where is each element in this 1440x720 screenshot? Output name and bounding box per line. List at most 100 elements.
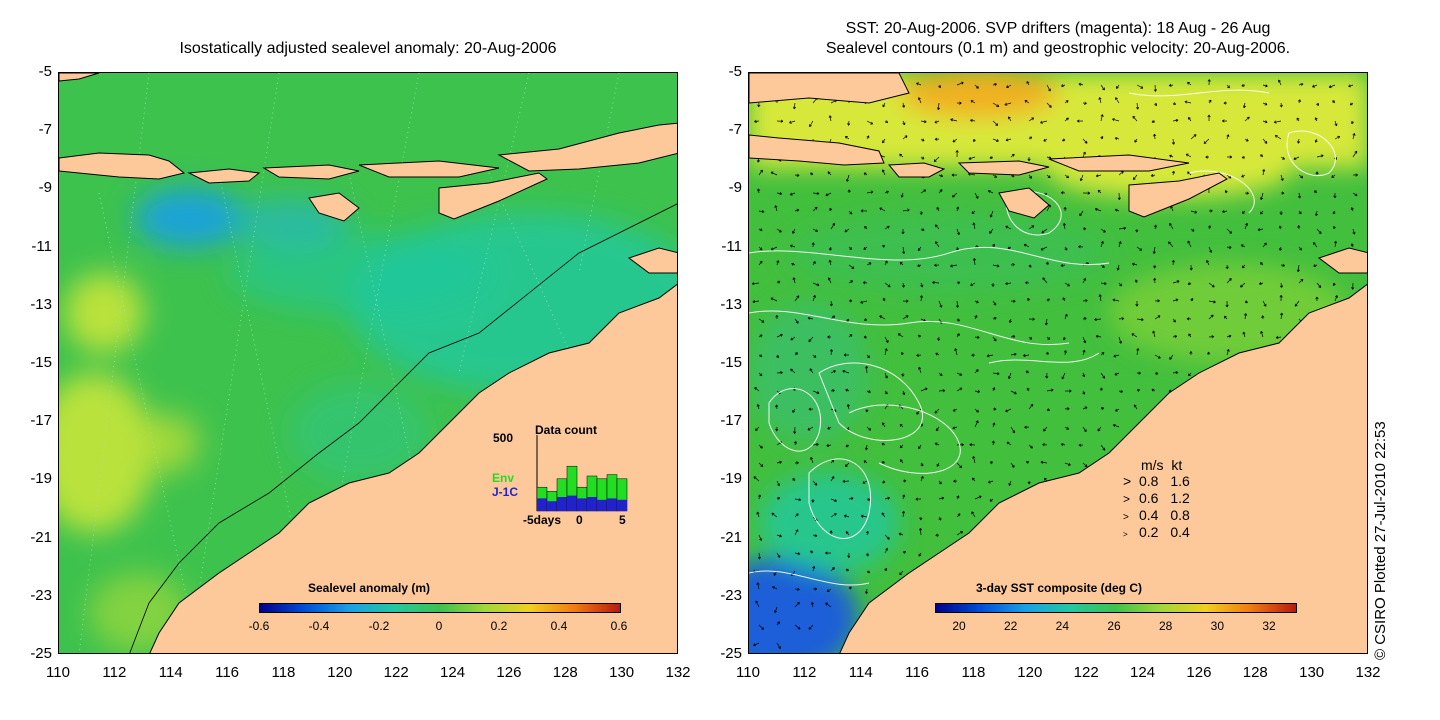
velocity-arrow: [1010, 263, 1015, 267]
right-map-title-line1: SST: 20-Aug-2006. SVP drifters (magenta)…: [845, 20, 1271, 37]
velocity-arrow: [775, 426, 779, 432]
velocity-arrow: [1315, 296, 1319, 302]
plot-credit: © CSIRO Plotted 27-Jul-2010 22:53: [1372, 421, 1389, 660]
velocity-arrow: [1007, 246, 1012, 250]
velocity-arrow: [974, 389, 981, 394]
velocity-arrow: [1082, 191, 1091, 195]
velocity-arrow: [1046, 336, 1051, 340]
velocity-arrow: [1332, 210, 1336, 215]
velocity-arrow: [1206, 260, 1210, 266]
velocity-arrow: [860, 209, 868, 213]
velocity-arrow: [1171, 138, 1176, 145]
sst-colorbar-tick: 32: [1262, 619, 1276, 633]
velocity-arrow: [756, 404, 760, 410]
velocity-arrow: [1132, 174, 1138, 180]
velocity-arrow: [1100, 282, 1107, 286]
velocity-arrow: [844, 228, 850, 233]
data-count-series-j1c: J-1C: [492, 485, 519, 499]
velocity-arrow: [919, 210, 923, 215]
velocity-arrow: [973, 138, 976, 143]
velocity-arrow: [1297, 99, 1301, 104]
right-map-title-line2: Sealevel contours (0.1 m) and geostrophi…: [825, 40, 1291, 57]
velocity-arrow: [970, 100, 976, 104]
velocity-arrow: [956, 372, 963, 376]
velocity-arrow: [863, 246, 868, 250]
velocity-arrow: [1224, 190, 1228, 194]
right-x-tick-label: 124: [1130, 664, 1156, 681]
velocity-arrow: [1100, 136, 1104, 140]
velocity-arrow: [881, 512, 886, 518]
velocity-arrow: [1150, 173, 1156, 177]
velocity-arrow: [970, 118, 976, 123]
velocity-arrow: [956, 443, 964, 447]
velocity-arrow: [991, 282, 995, 287]
velocity-arrow: [1226, 228, 1233, 234]
right-x-tick-label: 122: [1073, 664, 1099, 681]
velocity-arrow: [807, 316, 814, 320]
right-x-tick-label: 128: [1242, 664, 1268, 681]
velocity-arrow: [1205, 155, 1210, 159]
velocity-arrow: [842, 479, 850, 483]
velocity-arrow: [1027, 156, 1031, 162]
left-x-tick-label: 110: [46, 664, 70, 681]
velocity-arrow: [1114, 408, 1120, 412]
velocity-arrow: [1028, 336, 1033, 340]
velocity-arrow: [902, 494, 906, 500]
velocity-arrow: [811, 242, 815, 248]
velocity-arrow: [1226, 278, 1232, 284]
velocity-arrow: [992, 300, 997, 306]
velocity-arrow: [1135, 300, 1139, 307]
velocity-arrow: [846, 174, 850, 182]
velocity-arrow: [848, 210, 853, 215]
velocity-arrow: [1022, 353, 1030, 358]
velocity-arrow: [992, 407, 997, 411]
velocity-arrow: [936, 102, 941, 110]
velocity-arrow: [1008, 318, 1012, 323]
velocity-arrow: [902, 102, 906, 108]
velocity-arrow: [1208, 282, 1215, 288]
velocity-arrow: [776, 354, 779, 359]
sealevel-anomaly-map: Data count 500 Env J-1C -5days 0 5 Seale…: [58, 72, 678, 654]
velocity-arrow: [1027, 297, 1031, 302]
velocity-arrow: [974, 192, 979, 199]
velocity-arrow: [866, 390, 871, 394]
velocity-arrow: [1005, 281, 1012, 286]
velocity-arrow: [1064, 426, 1070, 430]
velocity-arrow: [918, 552, 922, 557]
velocity-arrow: [752, 300, 760, 304]
velocity-arrow: [992, 102, 1000, 108]
data-count-bar-j1c: [617, 499, 627, 511]
velocity-arrow: [1042, 443, 1048, 447]
velocity-arrow: [934, 442, 940, 446]
velocity-arrow: [1298, 82, 1304, 86]
velocity-arrow: [1064, 282, 1070, 287]
velocity-arrow: [956, 318, 960, 322]
sst-colorbar-tick: 26: [1107, 619, 1121, 633]
velocity-arrow: [956, 387, 963, 392]
sst-colorbar-tick: 22: [1003, 619, 1018, 633]
velocity-arrow: [776, 534, 782, 538]
velocity-arrow: [812, 282, 820, 287]
velocity-arrow: [792, 277, 796, 284]
velocity-arrow: [1131, 333, 1138, 338]
velocity-arrow: [1116, 264, 1120, 271]
velocity-arrow: [776, 119, 784, 123]
sealevel-contours: [749, 89, 1336, 586]
velocity-arrow: [884, 120, 889, 124]
velocity-arrow: [1297, 192, 1302, 199]
sealevel-colorbar-tick: -0.4: [308, 619, 330, 633]
velocity-arrow: [992, 387, 996, 392]
velocity-arrow: [1064, 174, 1070, 179]
velocity-arrow: [827, 335, 832, 339]
velocity-arrow: [847, 552, 851, 559]
velocity-arrow: [789, 120, 796, 124]
velocity-arrow: [918, 444, 922, 450]
velocity-arrow: [884, 390, 888, 395]
velocity-arrow: [902, 479, 907, 483]
velocity-arrow: [919, 295, 924, 302]
velocity-arrow: [776, 371, 783, 375]
velocity-arrow: [1208, 314, 1214, 320]
velocity-legend-ms: 0.4: [1139, 507, 1159, 523]
velocity-arrow: [938, 389, 946, 393]
land-masses: [59, 73, 677, 653]
